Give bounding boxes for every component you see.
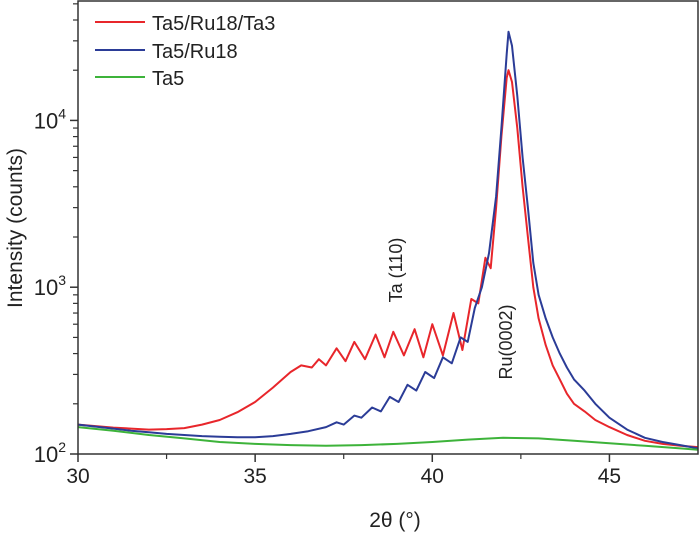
y-tick-base: 10 [34, 108, 58, 133]
y-tick-base: 10 [34, 442, 58, 467]
y-tick-label: 103 [34, 272, 66, 300]
y-tick-exp: 4 [58, 105, 66, 121]
series-line-1 [77, 30, 699, 450]
series-line-0 [77, 69, 699, 449]
annotation-ru0002: Ru(0002) [496, 304, 516, 379]
series-line-2 [77, 426, 699, 451]
plot-frame [77, 0, 699, 455]
legend-label: Ta5/Ru18 [152, 41, 238, 63]
x-tick-label: 40 [421, 465, 444, 488]
legend-label: Ta5/Ru18/Ta3 [152, 13, 275, 35]
x-tick-label: 35 [243, 465, 266, 488]
annotation-ta110: Ta (110) [386, 238, 406, 303]
y-tick-label: 104 [34, 105, 66, 133]
series-layer [77, 30, 699, 451]
y-axis-label: Intensity (counts) [4, 148, 27, 308]
legend-label: Ta5 [152, 68, 184, 90]
x-axis-label: 2θ (°) [369, 509, 421, 532]
y-tick-exp: 2 [58, 439, 66, 455]
y-tick-label: 102 [34, 439, 66, 467]
y-tick-exp: 3 [58, 272, 66, 288]
x-tick-label: 30 [66, 465, 89, 488]
x-tick-label: 45 [598, 465, 621, 488]
legend: Ta5/Ru18/Ta3 Ta5/Ru18 Ta5 [95, 13, 275, 90]
y-tick-base: 10 [34, 275, 58, 300]
